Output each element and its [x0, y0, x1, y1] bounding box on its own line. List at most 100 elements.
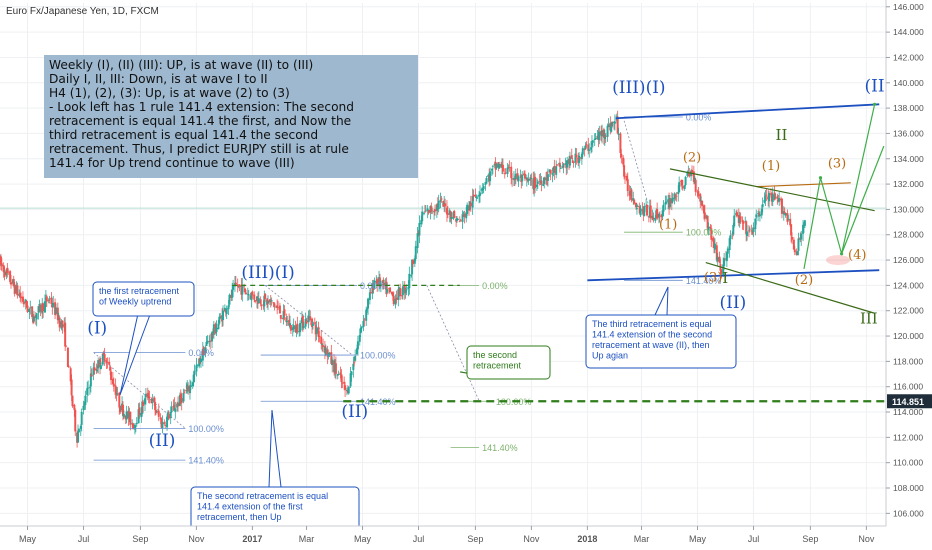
candle-body	[99, 358, 102, 368]
candle-body	[188, 385, 191, 394]
candle-body	[584, 145, 587, 150]
candle-body	[142, 401, 145, 406]
candle-body	[378, 277, 381, 288]
candle-body	[763, 199, 766, 203]
candle-body	[626, 179, 629, 192]
candle-body	[427, 210, 430, 214]
candle-body	[358, 335, 361, 342]
candle-body	[164, 425, 167, 426]
candle-body	[144, 398, 147, 405]
candle-body	[394, 298, 397, 305]
candle-body	[179, 394, 182, 399]
candle-body	[654, 217, 657, 221]
fib-level-label: 0.00%	[188, 348, 214, 358]
candle-body	[153, 397, 156, 402]
wave-label: (II)	[149, 431, 176, 451]
candle-body	[20, 296, 23, 299]
candle-body	[386, 289, 389, 293]
candle-body	[67, 366, 70, 368]
candle-body	[299, 322, 302, 333]
candle-body	[726, 248, 729, 254]
candle-body	[491, 166, 494, 168]
candle-body	[728, 238, 731, 251]
candle-body	[218, 316, 221, 324]
callout-text: 141.4 extension of the first	[197, 502, 303, 512]
candle-body	[352, 363, 355, 371]
wave-label: (III)(I)	[241, 263, 294, 283]
candle-body	[174, 408, 177, 412]
candle-body	[701, 200, 704, 207]
candle-body	[309, 316, 312, 321]
candle-body	[489, 171, 492, 182]
price-axis-label: 124.000	[893, 280, 924, 290]
wave-label: I	[722, 269, 728, 287]
candle-body	[64, 322, 67, 347]
candle-body	[363, 319, 366, 321]
candle-body	[423, 211, 426, 213]
candle-body	[525, 177, 528, 180]
candle-body	[317, 326, 320, 337]
candle-body	[758, 214, 761, 217]
candle-body	[382, 279, 385, 287]
candle-body	[286, 320, 289, 323]
candle-body	[140, 413, 143, 418]
price-axis-label: 126.000	[893, 255, 924, 265]
price-axis-label: 146.000	[893, 2, 924, 12]
candle-body	[118, 392, 121, 408]
candle-body	[359, 327, 362, 334]
candle-body	[683, 185, 686, 190]
wave-label: (3)	[704, 271, 722, 286]
candle-body	[80, 411, 83, 425]
candle-body	[697, 191, 700, 196]
candle-body	[741, 219, 744, 223]
candle-body	[778, 198, 781, 202]
candle-body	[754, 218, 757, 229]
candle-body	[264, 294, 267, 300]
candle-body	[191, 382, 194, 387]
candle-body	[108, 361, 111, 365]
candle-body	[253, 294, 256, 300]
wave-label: II	[776, 126, 788, 144]
projection-path-alt	[841, 145, 885, 254]
candle-body	[446, 213, 449, 215]
trendline	[705, 262, 875, 314]
candle-body	[212, 324, 215, 335]
candle-body	[543, 177, 546, 184]
last-price-tag	[887, 394, 932, 409]
candle-body	[343, 381, 346, 384]
candle-body	[122, 414, 125, 418]
candle-body	[196, 364, 199, 366]
candle-body	[400, 295, 403, 297]
candle-body	[450, 217, 453, 219]
candle-body	[733, 215, 736, 227]
callout-text: retracement, then Up	[197, 512, 282, 522]
candle-body	[19, 292, 22, 298]
candle-body	[752, 227, 755, 232]
time-axis-label: Nov	[188, 534, 205, 544]
price-axis-label: 142.000	[893, 52, 924, 62]
candle-body	[391, 292, 394, 297]
candle-body	[231, 289, 234, 298]
candle-body	[365, 309, 368, 321]
candle-body	[475, 196, 478, 198]
callout-box	[466, 345, 551, 380]
candle-body	[360, 326, 363, 329]
price-axis-label: 118.000	[893, 356, 923, 366]
candle-body	[56, 307, 59, 321]
candle-body	[607, 124, 610, 128]
candle-body	[7, 271, 10, 273]
candle-body	[241, 284, 244, 295]
candle-body	[692, 171, 695, 182]
candle-body	[227, 305, 230, 310]
candle-body	[161, 421, 164, 429]
candle-body	[738, 217, 741, 223]
price-axis-label: 130.000	[893, 204, 924, 214]
candle-body	[535, 184, 538, 187]
candle-body	[206, 340, 209, 344]
candle-body	[182, 393, 185, 402]
candle-body	[74, 409, 77, 432]
candle-body	[546, 174, 549, 181]
candle-body	[259, 299, 262, 304]
candle-body	[234, 282, 237, 285]
